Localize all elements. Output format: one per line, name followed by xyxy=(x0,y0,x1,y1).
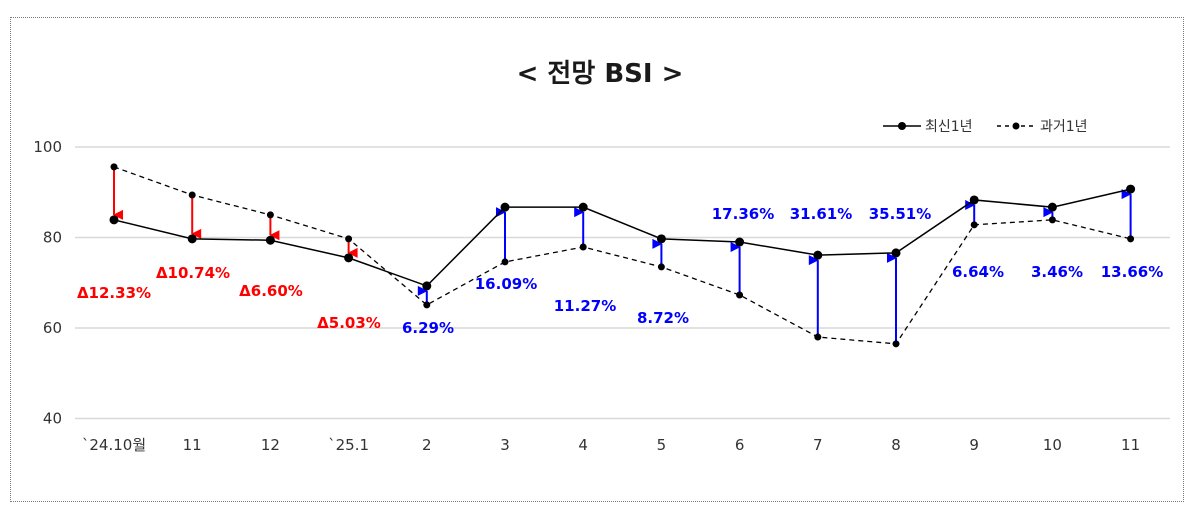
latest-year-line xyxy=(113,188,1131,287)
past-point xyxy=(892,340,900,348)
x-tick-label: 7 xyxy=(813,436,823,454)
latest-point xyxy=(969,195,979,205)
difference-label: 31.61% xyxy=(790,205,852,223)
difference-labels: Δ12.33% Δ10.74% Δ6.60% Δ5.03% 6.29% 16.09% 11.… xyxy=(77,205,1163,337)
y-tick-label: 40 xyxy=(43,410,62,428)
x-tick-label: 12 xyxy=(261,436,280,454)
past-point xyxy=(814,333,822,341)
past-point xyxy=(736,291,744,299)
latest-point xyxy=(500,202,510,212)
difference-label: 17.36% xyxy=(712,205,774,223)
legend-latest-label: 최신1년 xyxy=(925,119,973,135)
legend-latest-marker-icon xyxy=(898,122,906,130)
latest-point xyxy=(1047,202,1057,212)
legend-past-label: 과거1년 xyxy=(1040,119,1088,135)
x-tick-label: 11 xyxy=(1121,436,1140,454)
difference-label: 6.64% xyxy=(952,263,1004,281)
difference-label: Δ5.03% xyxy=(317,314,381,332)
difference-label: Δ12.33% xyxy=(77,284,151,302)
difference-label: 11.27% xyxy=(554,297,616,315)
latest-point xyxy=(891,248,901,258)
past-point xyxy=(1048,216,1056,224)
latest-point xyxy=(656,234,666,244)
x-tick-label: 3 xyxy=(500,436,510,454)
latest-point xyxy=(187,234,197,244)
latest-point xyxy=(422,281,432,291)
past-point xyxy=(423,301,431,309)
difference-label: 16.09% xyxy=(475,275,537,293)
y-tick-label: 80 xyxy=(43,229,62,247)
x-tick-label: 5 xyxy=(657,436,667,454)
y-axis-ticks: 40 60 80 100 xyxy=(33,138,62,428)
chart-frame xyxy=(10,17,1184,502)
past-point xyxy=(501,258,509,266)
past-point xyxy=(188,191,196,199)
past-point xyxy=(970,221,978,229)
x-tick-label: 2 xyxy=(422,436,432,454)
difference-arrows xyxy=(113,166,1132,344)
chart-title: < 전망 BSI > xyxy=(517,59,684,89)
x-tick-label: 9 xyxy=(969,436,979,454)
difference-label: 8.72% xyxy=(637,309,689,327)
difference-label: 6.29% xyxy=(402,319,454,337)
series-lines xyxy=(109,163,1136,348)
x-axis-ticks: `24.10월 11 12 `25.1 2 3 4 5 6 7 8 9 10 11 xyxy=(82,436,1140,454)
latest-point xyxy=(109,215,119,225)
x-tick-label: `25.1 xyxy=(328,436,369,454)
x-tick-label: 10 xyxy=(1043,436,1062,454)
y-tick-label: 60 xyxy=(43,319,62,337)
past-point xyxy=(1127,235,1135,243)
past-point xyxy=(579,243,587,251)
past-point xyxy=(110,163,118,171)
latest-point xyxy=(578,202,588,212)
difference-label: 13.66% xyxy=(1101,263,1163,281)
latest-point xyxy=(344,253,354,263)
past-year-line xyxy=(113,166,1131,345)
latest-point xyxy=(265,235,275,245)
difference-label: 35.51% xyxy=(869,205,931,223)
legend: 최신1년 과거1년 xyxy=(883,119,1088,135)
latest-point xyxy=(813,250,823,260)
past-point xyxy=(266,211,274,219)
y-tick-label: 100 xyxy=(33,138,62,156)
gridlines xyxy=(75,146,1170,420)
x-tick-label: `24.10월 xyxy=(82,436,146,454)
x-tick-label: 11 xyxy=(183,436,202,454)
legend-past-marker-icon xyxy=(1012,122,1020,130)
x-tick-label: 4 xyxy=(578,436,588,454)
latest-point xyxy=(1126,184,1136,194)
past-point xyxy=(345,235,353,243)
difference-label: Δ10.74% xyxy=(156,264,230,282)
latest-point xyxy=(735,237,745,247)
x-tick-label: 8 xyxy=(891,436,901,454)
difference-label: 3.46% xyxy=(1031,263,1083,281)
x-tick-label: 6 xyxy=(735,436,745,454)
difference-label: Δ6.60% xyxy=(239,282,303,300)
past-point xyxy=(657,263,665,271)
